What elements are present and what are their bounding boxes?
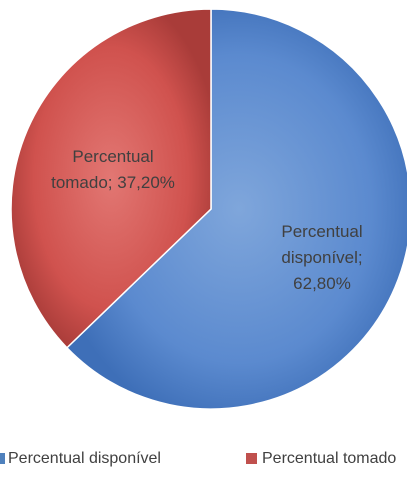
data-label-line: 62,80% bbox=[293, 274, 351, 293]
pie-slice-percentual-disponivel bbox=[65, 8, 407, 410]
legend-swatch bbox=[246, 453, 257, 464]
data-label-line: disponível; bbox=[281, 248, 362, 267]
legend-label: Percentual tomado bbox=[262, 450, 396, 467]
pie-slices bbox=[10, 8, 407, 410]
data-label-line: Percentual bbox=[72, 147, 153, 166]
data-label-line: tomado; 37,20% bbox=[51, 173, 175, 192]
data-label-percentual-disponivel: Percentual disponível; 62,80% bbox=[281, 222, 362, 293]
data-label-line: Percentual bbox=[281, 222, 362, 241]
chart-legend: Percentual disponível Percentual tomado bbox=[0, 450, 396, 467]
pie-data-labels: Percentual disponível; 62,80% Percentual tom… bbox=[51, 147, 363, 293]
legend-item-percentual-tomado: Percentual tomado bbox=[246, 450, 396, 467]
data-label-percentual-tomado: Percentual tomado; 37,20% bbox=[51, 147, 175, 192]
legend-item-percentual-disponivel: Percentual disponível bbox=[0, 450, 161, 467]
pie-slice-percentual-tomado bbox=[10, 8, 212, 349]
legend-swatch bbox=[0, 453, 5, 464]
legend-label: Percentual disponível bbox=[8, 450, 161, 467]
